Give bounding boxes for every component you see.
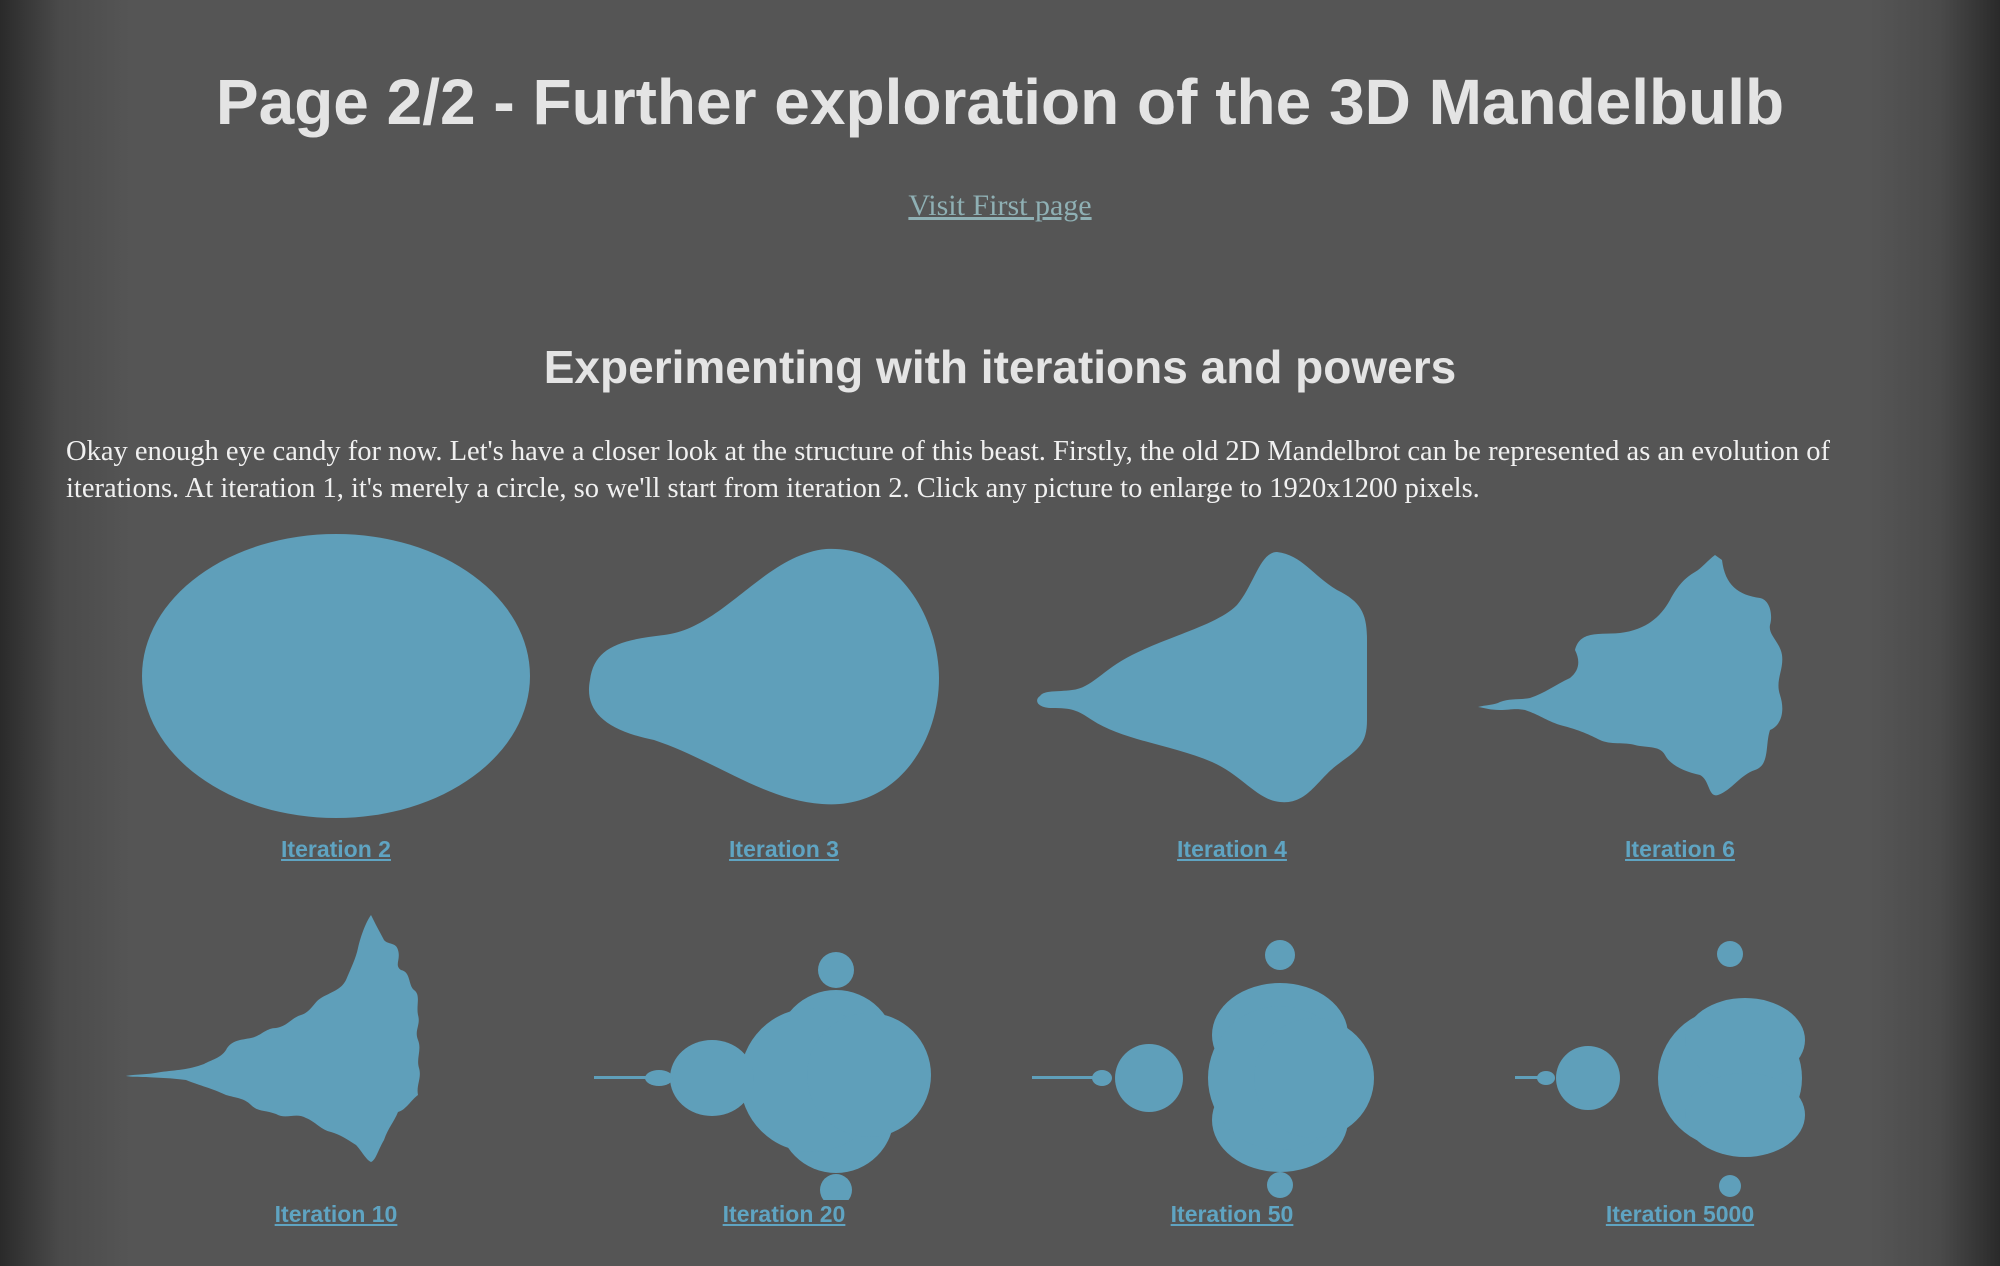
gallery-item-iteration-6[interactable]: Iteration 6 [1470,530,1890,862]
iteration-20-image[interactable] [574,900,994,1200]
iteration-10-caption[interactable]: Iteration 10 [274,1201,398,1227]
gallery-item-iteration-50[interactable]: Iteration 50 [1022,900,1442,1227]
iteration-6-caption[interactable]: Iteration 6 [1625,836,1735,862]
page-title: Page 2/2 - Further exploration of the 3D… [215,66,1785,138]
gallery-item-iteration-3[interactable]: Iteration 3 [574,530,994,862]
iteration-3-caption[interactable]: Iteration 3 [729,836,839,862]
iteration-50-caption[interactable]: Iteration 50 [1170,1201,1294,1227]
iteration-20-caption[interactable]: Iteration 20 [722,1201,846,1227]
gallery-item-iteration-2[interactable]: Iteration 2 [126,530,546,862]
iteration-2-image[interactable] [126,530,546,830]
intro-paragraph: Okay enough eye candy for now. Let's hav… [66,436,1830,504]
first-page-link[interactable]: Visit First page [908,189,1092,222]
gallery-item-iteration-4[interactable]: Iteration 4 [1022,530,1442,862]
first-page-link-wrapper: Visit First page [0,186,2000,226]
gallery-item-iteration-10[interactable]: Iteration 10 [126,900,546,1227]
section-heading: Experimenting with iterations and powers [543,341,1457,393]
iteration-2-caption[interactable]: Iteration 2 [281,836,391,862]
iteration-50-image[interactable] [1022,900,1442,1200]
iteration-6-image[interactable] [1470,530,1890,830]
iteration-4-caption[interactable]: Iteration 4 [1177,836,1287,862]
iteration-4-image[interactable] [1022,530,1442,830]
iteration-5000-image[interactable] [1470,900,1890,1200]
gallery-item-iteration-5000[interactable]: Iteration 5000 [1470,900,1890,1227]
iteration-10-image[interactable] [126,900,546,1200]
iteration-5000-caption[interactable]: Iteration 5000 [1605,1201,1755,1227]
gallery-item-iteration-20[interactable]: Iteration 20 [574,900,994,1227]
iteration-3-image[interactable] [574,530,994,830]
